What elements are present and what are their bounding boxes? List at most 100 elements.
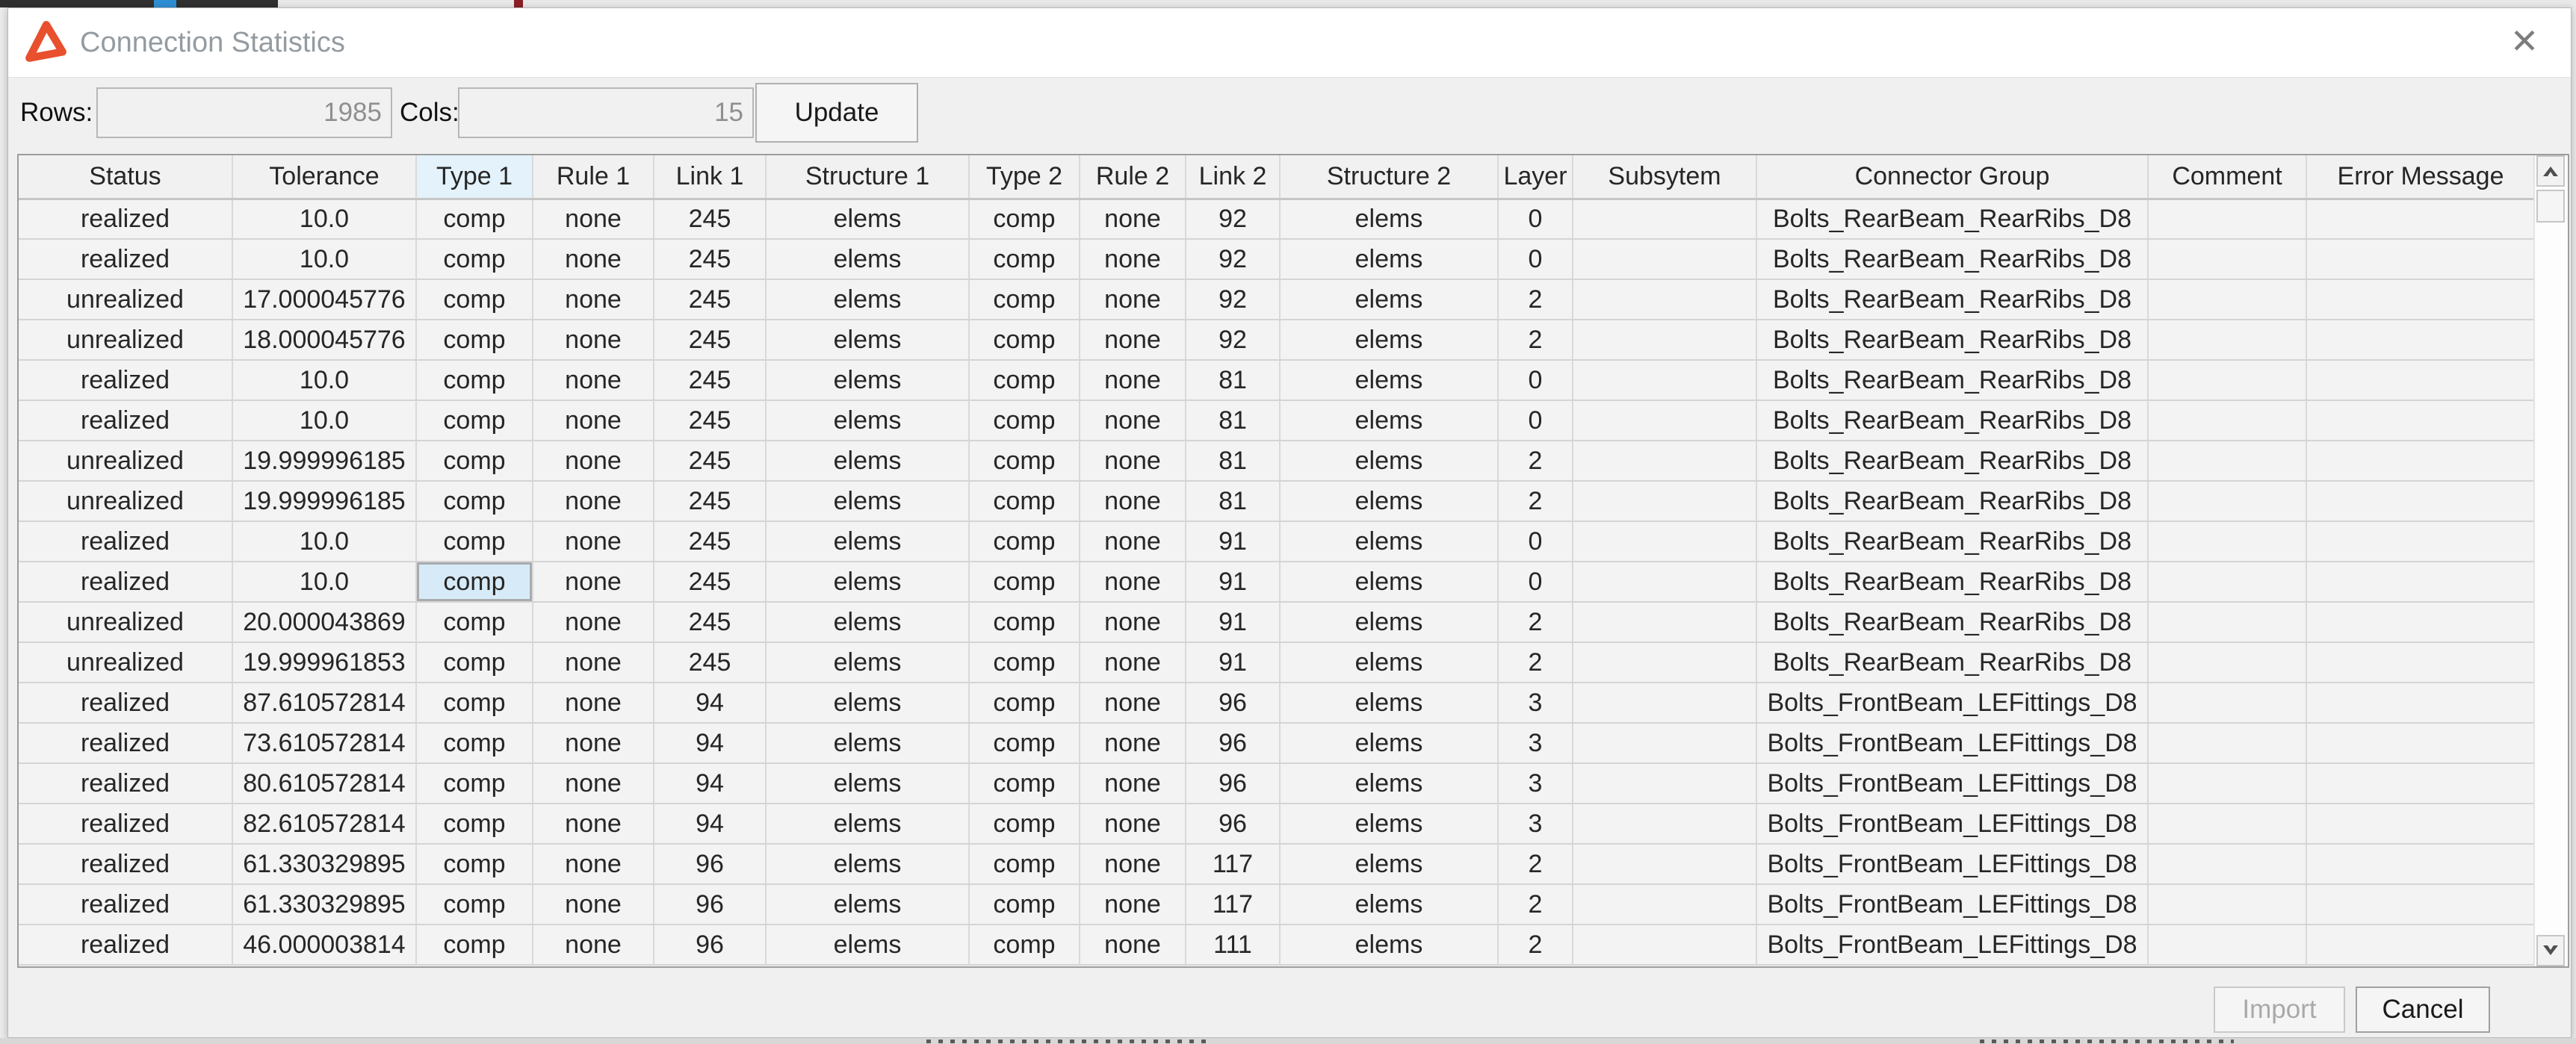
table-cell[interactable]: none (1080, 844, 1186, 885)
table-cell[interactable]: elems (1280, 844, 1499, 885)
table-cell[interactable]: none (1080, 320, 1186, 361)
column-header-tolerance[interactable]: Tolerance (232, 155, 417, 200)
table-cell[interactable]: elems (766, 925, 970, 966)
table-cell[interactable]: elems (1280, 602, 1499, 643)
table-cell[interactable]: Bolts_RearBeam_RearRibs_D8 (1756, 320, 2149, 361)
table-cell[interactable]: none (1080, 400, 1186, 441)
table-cell[interactable]: none (1080, 360, 1186, 401)
table-cell[interactable]: Bolts_FrontBeam_LEFittings_D8 (1756, 884, 2149, 925)
table-cell[interactable]: none (1080, 723, 1186, 764)
table-cell[interactable] (1573, 441, 1757, 482)
table-cell[interactable]: Bolts_RearBeam_RearRibs_D8 (1756, 642, 2149, 683)
table-cell[interactable]: realized (19, 521, 233, 562)
table-cell[interactable]: elems (766, 763, 970, 804)
table-cell[interactable]: 3 (1498, 763, 1573, 804)
table-cell[interactable]: comp (416, 199, 533, 240)
table-cell[interactable] (2306, 239, 2536, 280)
table-cell[interactable] (1573, 763, 1757, 804)
table-cell[interactable]: 18.000045776 (232, 320, 417, 361)
table-cell[interactable]: none (533, 602, 654, 643)
table-cell[interactable]: 91 (1186, 602, 1281, 643)
table-cell[interactable]: 73.610572814 (232, 723, 417, 764)
table-cell[interactable] (2306, 199, 2536, 240)
table-cell[interactable]: Bolts_RearBeam_RearRibs_D8 (1756, 279, 2149, 320)
table-cell[interactable]: comp (416, 400, 533, 441)
table-cell[interactable] (1573, 925, 1757, 966)
table-cell[interactable] (2306, 804, 2536, 845)
table-cell[interactable]: none (1080, 562, 1186, 603)
table-cell[interactable]: none (1080, 683, 1186, 724)
table-cell[interactable]: 2 (1498, 844, 1573, 885)
table-cell[interactable] (2306, 683, 2536, 724)
vertical-scrollbar[interactable] (2533, 155, 2568, 966)
table-cell[interactable] (2148, 683, 2307, 724)
table-cell[interactable]: 20.000043869 (232, 602, 417, 643)
table-cell[interactable]: 96 (1186, 763, 1281, 804)
table-cell[interactable] (2148, 521, 2307, 562)
table-cell[interactable]: comp (416, 884, 533, 925)
column-header-link-2[interactable]: Link 2 (1186, 155, 1281, 200)
table-cell[interactable]: Bolts_FrontBeam_LEFittings_D8 (1756, 763, 2149, 804)
table-cell[interactable]: none (533, 279, 654, 320)
table-cell[interactable] (2148, 763, 2307, 804)
table-cell[interactable]: 245 (654, 360, 767, 401)
table-cell[interactable]: comp (969, 521, 1080, 562)
table-cell[interactable]: 81 (1186, 441, 1281, 482)
table-cell[interactable]: elems (1280, 763, 1499, 804)
table-cell[interactable]: 96 (1186, 804, 1281, 845)
table-cell[interactable] (2148, 804, 2307, 845)
table-cell[interactable]: comp (416, 441, 533, 482)
table-cell[interactable]: 81 (1186, 481, 1281, 522)
table-cell[interactable] (2306, 279, 2536, 320)
table-cell[interactable]: none (533, 481, 654, 522)
column-header-structure-2[interactable]: Structure 2 (1280, 155, 1499, 200)
table-cell[interactable]: realized (19, 239, 233, 280)
table-cell[interactable]: none (1080, 441, 1186, 482)
table-cell[interactable]: Bolts_RearBeam_RearRibs_D8 (1756, 602, 2149, 643)
column-header-type-1[interactable]: Type 1 (416, 155, 533, 200)
table-cell[interactable]: realized (19, 884, 233, 925)
table-cell[interactable] (2148, 562, 2307, 603)
table-cell[interactable] (1573, 521, 1757, 562)
table-cell[interactable]: none (533, 521, 654, 562)
table-cell[interactable]: elems (766, 844, 970, 885)
table-cell[interactable]: unrealized (19, 602, 233, 643)
table-cell[interactable]: elems (1280, 481, 1499, 522)
table-cell[interactable]: none (1080, 521, 1186, 562)
table-cell[interactable]: comp (969, 400, 1080, 441)
table-cell[interactable] (2148, 400, 2307, 441)
table-cell[interactable]: 2 (1498, 279, 1573, 320)
cols-input[interactable] (458, 87, 754, 138)
table-cell[interactable]: comp (416, 642, 533, 683)
table-cell[interactable] (2148, 884, 2307, 925)
import-button[interactable]: Import (2214, 986, 2345, 1033)
table-cell[interactable] (2148, 844, 2307, 885)
table-cell[interactable]: 0 (1498, 400, 1573, 441)
table-cell[interactable] (1573, 642, 1757, 683)
table-cell[interactable]: 82.610572814 (232, 804, 417, 845)
table-cell[interactable]: 10.0 (232, 562, 417, 603)
table-cell[interactable]: 19.999996185 (232, 441, 417, 482)
table-cell[interactable]: 92 (1186, 199, 1281, 240)
table-cell[interactable]: elems (766, 400, 970, 441)
table-cell[interactable]: 87.610572814 (232, 683, 417, 724)
table-cell[interactable]: none (1080, 279, 1186, 320)
table-cell[interactable]: realized (19, 562, 233, 603)
table-cell[interactable]: elems (766, 884, 970, 925)
table-cell[interactable] (2306, 884, 2536, 925)
table-cell[interactable]: Bolts_RearBeam_RearRibs_D8 (1756, 441, 2149, 482)
table-cell[interactable]: 96 (1186, 723, 1281, 764)
table-cell[interactable]: none (533, 239, 654, 280)
table-cell[interactable]: 3 (1498, 683, 1573, 724)
table-cell[interactable]: comp (969, 239, 1080, 280)
cancel-button[interactable]: Cancel (2356, 986, 2490, 1033)
table-cell[interactable] (2306, 844, 2536, 885)
table-cell[interactable] (2148, 642, 2307, 683)
table-cell[interactable]: 80.610572814 (232, 763, 417, 804)
table-cell[interactable] (2148, 239, 2307, 280)
table-cell[interactable]: elems (1280, 441, 1499, 482)
table-cell[interactable]: 92 (1186, 279, 1281, 320)
table-cell[interactable]: comp (969, 804, 1080, 845)
table-cell[interactable] (1573, 844, 1757, 885)
table-cell[interactable]: 2 (1498, 884, 1573, 925)
